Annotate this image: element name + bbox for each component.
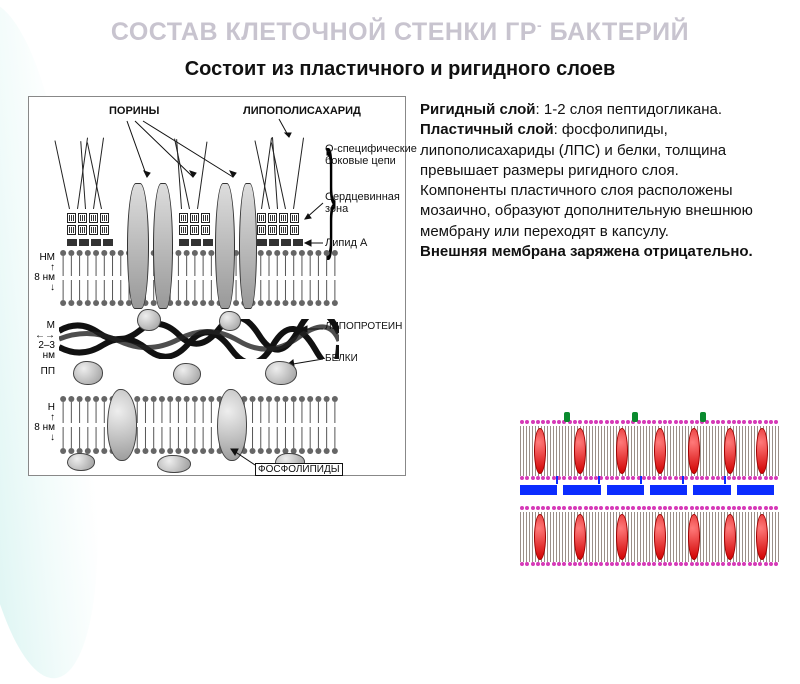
mini-pg-peg [682,476,684,484]
arrow-lipopr [299,325,325,335]
side-label-n: Н ↑ 8 нм ↓ [31,403,55,443]
side-label-pp: ПП [33,367,55,377]
rigid-layer-label: Ригидный слой [420,101,536,118]
label-belki: БЕЛКИ [325,353,358,364]
protein-blob [157,455,191,473]
protein-blob [73,361,103,385]
mini-lps-pin [700,412,706,422]
plastic-layer-label: Пластичный слой [420,121,554,138]
mini-protein [534,428,546,474]
mini-membrane-diagram [520,420,780,570]
protein-blob [173,363,201,385]
rigid-layer-text: : 1-2 слоя пептидогликана. [536,101,722,118]
mini-protein [654,514,666,560]
mini-lps-pin [564,412,570,422]
mini-protein [724,514,736,560]
label-lipidA: Липид А [325,237,367,249]
mini-protein [534,514,546,560]
mini-inner-membrane [520,506,780,568]
label-lipoprotein: ЛИПОПРОТЕИН [325,321,402,332]
protein-blob [219,311,241,331]
protein-blob [137,309,161,331]
mini-protein [688,428,700,474]
title-pre: СОСТАВ КЛЕТОЧНОЙ СТЕНКИ ГР [111,18,537,46]
mini-pg-peg [724,476,726,484]
title-sup: - [537,17,542,33]
mini-outer-membrane [520,420,780,482]
porin [239,183,257,309]
page-subtitle: Состоит из пластичного и ригидного слоев [0,58,800,81]
mini-protein [574,428,586,474]
label-lps: ЛИПОПОЛИСАХАРИД [243,105,361,117]
mini-protein [654,428,666,474]
porin [153,183,173,309]
mini-pg-block [563,485,600,495]
arrow-core [303,201,325,223]
mini-pg-block [520,485,557,495]
description-text: Ригидный слой: 1-2 слоя пептидогликана. … [420,100,780,262]
mini-protein [688,514,700,560]
protein-blob [265,361,297,385]
mini-pg-peg [640,476,642,484]
outer-membrane [59,249,339,307]
mini-pg-block [693,485,730,495]
label-phospholipids: ФОСФОЛИПИДЫ [255,463,343,476]
label-core: Сердцевиннаязона [325,191,400,215]
arrow-lipidA [303,237,325,249]
mini-pg-peg [598,476,600,484]
mini-pg-peg [556,476,558,484]
outer-membrane-charge: Внешняя мембрана заряжена отрицательно. [420,243,753,260]
porin [215,183,235,309]
label-ospec: О-специфическиебоковые цепи [325,143,417,167]
mosaic-text: Компоненты пластичного слоя расположены … [420,181,780,242]
arrow-lps [277,117,305,143]
mini-pg-block [737,485,774,495]
page-title: СОСТАВ КЛЕТОЧНОЙ СТЕНКИ ГР- БАКТЕРИЙ [0,18,800,47]
mini-protein [616,428,628,474]
cell-wall-diagram: ПОРИНЫ ЛИПОПОЛИСАХАРИД } О-специфические… [28,96,406,476]
membrane-protein [107,389,137,461]
title-post: БАКТЕРИЙ [542,18,689,46]
arrow-poriny [105,119,245,181]
inner-membrane [59,395,339,455]
mini-pg-block [607,485,644,495]
mini-protein [574,514,586,560]
peptidoglycan-mesh [59,319,339,359]
label-poriny: ПОРИНЫ [109,105,159,117]
arrow-pl [229,447,257,467]
protein-blob [67,453,95,471]
mini-protein [756,514,768,560]
mini-protein [756,428,768,474]
porin [127,183,149,309]
side-label-m: М ←→ 2–3 нм [31,321,55,361]
mini-protein [724,428,736,474]
mini-pg-block [650,485,687,495]
side-label-nm: НМ ↑ 8 нм ↓ [31,253,55,293]
mini-protein [616,514,628,560]
mini-peptidoglycan [520,484,780,496]
mini-lps-pin [632,412,638,422]
